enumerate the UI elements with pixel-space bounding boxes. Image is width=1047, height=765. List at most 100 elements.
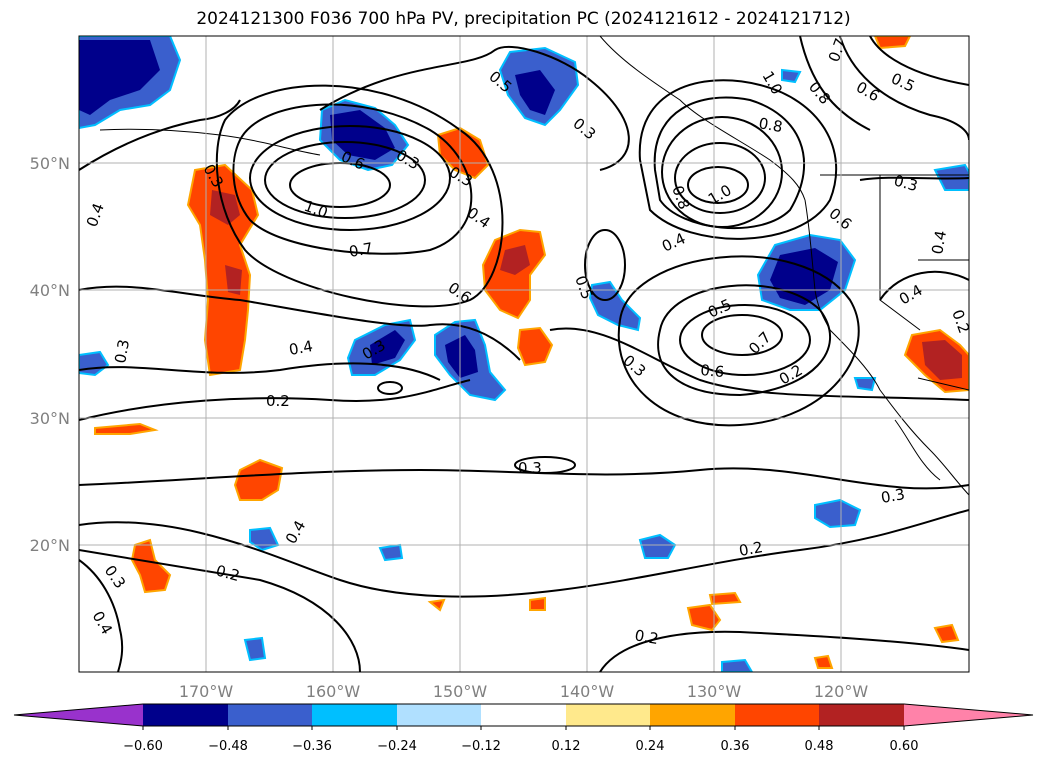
pv-contour-0.6-south xyxy=(679,304,811,376)
pv-contour-0.9-west xyxy=(264,141,426,219)
pos-region-172w xyxy=(130,538,172,594)
neg-region-160w-core xyxy=(330,110,395,160)
pv-contour-0.3-sw xyxy=(79,559,124,672)
pv-contour-0.4-east xyxy=(879,270,969,301)
pv-contour-0.5-west-small xyxy=(584,229,626,301)
neg-region-162w xyxy=(853,377,877,392)
pv-contour-0.2-lower xyxy=(79,509,969,598)
aleutians xyxy=(99,128,321,156)
contour-label: 0.3 xyxy=(518,459,542,477)
lon-label: 140°W xyxy=(560,682,615,701)
lon-label: 150°W xyxy=(433,682,488,701)
neg-region-120w xyxy=(814,498,862,529)
colorbar-segment xyxy=(481,704,566,726)
pos-region-144w xyxy=(516,326,554,367)
pv-contour-0.5-north xyxy=(319,45,630,171)
neg-region-nw-core xyxy=(79,40,160,115)
pv-contour-0.2-mid xyxy=(79,379,471,421)
contour-label: 0.2 xyxy=(738,538,765,560)
pv-contour-0.3-central xyxy=(549,327,969,401)
border-us-mexico xyxy=(917,377,969,391)
colorbar-segment xyxy=(566,704,650,726)
state-line xyxy=(879,175,921,331)
colorbar-tick-label: 0.12 xyxy=(552,739,581,754)
contour-label: 0.3 xyxy=(880,485,907,507)
colorbar-segment xyxy=(397,704,481,726)
contour-label: 0.4 xyxy=(928,229,950,256)
colorbar-extend-right xyxy=(904,704,1033,726)
colorbar-segment xyxy=(819,704,904,726)
colorbar-tick-label: 0.48 xyxy=(805,739,834,754)
neg-region-140w xyxy=(588,280,642,332)
pos-region-146w-core xyxy=(500,245,530,275)
pos-region-168w-core xyxy=(210,190,240,225)
lon-label: 130°W xyxy=(687,682,742,701)
colorbar-tick-label: −0.60 xyxy=(123,739,163,754)
colorbar xyxy=(13,703,1034,730)
colorbar-tick-label: 0.60 xyxy=(890,739,919,754)
lat-label: 30°N xyxy=(30,409,70,428)
pv-contour-0.6-west xyxy=(215,84,504,308)
pv-contour-0.2-bottom xyxy=(79,549,361,672)
contour-label: 0.8 xyxy=(757,114,784,136)
us-west-coast xyxy=(829,329,969,496)
pv-contour-0.6-ne xyxy=(839,36,969,141)
neg-region-157w xyxy=(378,543,404,562)
pos-region-165w xyxy=(233,458,284,501)
pos-region-168w-core2 xyxy=(225,265,242,295)
colorbar-segment xyxy=(650,704,735,726)
pos-region-152w-small xyxy=(427,598,446,612)
neg-region-132w xyxy=(781,68,802,84)
contour-label: 0.6 xyxy=(700,361,725,381)
pv-contour-0.5-small2 xyxy=(377,381,403,395)
pos-region-129w xyxy=(708,591,742,606)
colorbar-tick-label: −0.24 xyxy=(377,739,417,754)
pv-contour-0.4-mid xyxy=(79,285,521,361)
colorbar-tick-label: −0.36 xyxy=(292,739,332,754)
pos-region-145w-small xyxy=(529,596,546,611)
lon-label: 170°W xyxy=(179,682,234,701)
pos-region-123w xyxy=(813,654,834,669)
pos-region-131w xyxy=(686,603,722,632)
lon-label: 120°W xyxy=(814,682,869,701)
pv-contour-0.3-small xyxy=(514,456,576,474)
pv-contour-1.0-east xyxy=(687,166,749,204)
neg-region-145w-core xyxy=(515,70,555,115)
pv-contour-0.5-south xyxy=(657,284,832,397)
colorbar-extend-left xyxy=(14,704,143,726)
longitude-labels: 170°W 160°W 150°W 140°W 130°W 120°W xyxy=(179,682,869,701)
map-frame xyxy=(78,35,970,673)
neg-region-166w xyxy=(243,636,267,662)
pos-region-116w-core xyxy=(922,340,962,380)
colorbar-tick-label: 0.36 xyxy=(721,739,750,754)
pv-contour-0.8-west xyxy=(249,125,451,231)
colorbar-labels: −0.60 −0.48 −0.36 −0.24 −0.12 0.12 0.24 … xyxy=(123,739,918,754)
pv-contours xyxy=(79,36,969,672)
contour-label: 0.2 xyxy=(633,626,660,648)
colorbar-tick-label: −0.48 xyxy=(208,739,248,754)
colorbar-segment xyxy=(143,704,228,726)
neg-region-134w xyxy=(638,533,677,559)
colorbar-segment xyxy=(228,704,312,726)
pv-contour-0.7-south xyxy=(701,314,783,356)
colorbar-segment xyxy=(312,704,397,726)
pv-contour-0.7-east xyxy=(653,96,806,230)
pv-contour-0.7-ne2 xyxy=(859,176,969,181)
pv-contour-0.4-nw xyxy=(79,99,241,171)
colorbar-tick-label: −0.12 xyxy=(461,739,501,754)
pv-contour-0.5-ne xyxy=(869,36,969,86)
contour-label: 0.3 xyxy=(892,171,920,195)
lat-label: 20°N xyxy=(30,536,70,555)
lat-label: 50°N xyxy=(30,154,70,173)
contour-label: 0.7 xyxy=(348,239,375,261)
coastlines xyxy=(99,36,969,496)
gridlines xyxy=(79,36,969,672)
pv-contour-0.6-east xyxy=(638,79,838,240)
lon-label: 160°W xyxy=(306,682,361,701)
neg-region-128w xyxy=(721,658,754,672)
pv-contour-0.4-south xyxy=(617,255,860,427)
lat-label: 40°N xyxy=(30,281,70,300)
map-area: 0.5 0.4 0.3 0.8 0.7 0.6 0.5 0.3 0.8 1.0 … xyxy=(79,36,969,672)
pv-contour-0.9-east xyxy=(674,142,766,214)
latitude-labels: 50°N 40°N 30°N 20°N xyxy=(30,154,70,555)
